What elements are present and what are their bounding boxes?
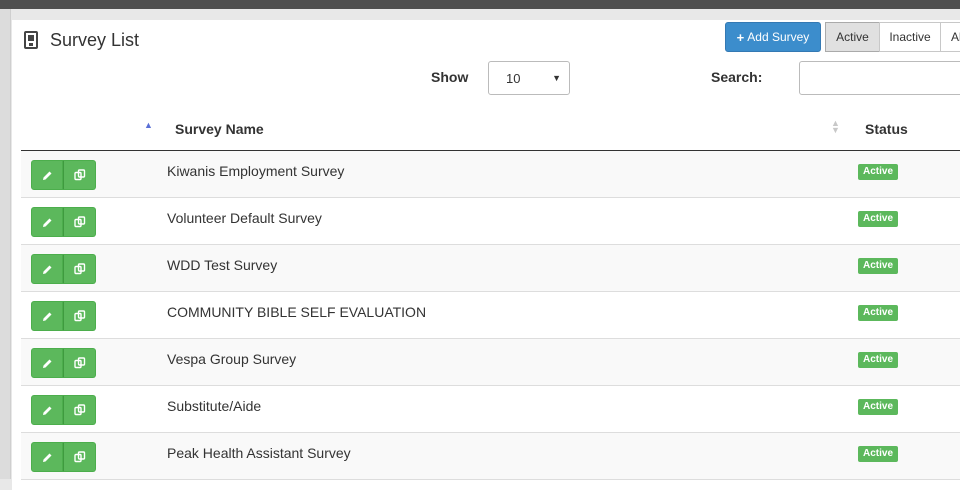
sort-both-icon[interactable]: ▲ ▼ xyxy=(831,118,840,135)
column-header-status[interactable]: Status xyxy=(865,121,908,137)
sort-asc-icon[interactable]: ▲ xyxy=(144,120,153,130)
copy-icon xyxy=(73,357,85,369)
plus-icon: + xyxy=(736,29,745,45)
copy-icon xyxy=(73,169,85,181)
search-label: Search: xyxy=(711,69,763,85)
status-badge: Active xyxy=(858,305,899,321)
pencil-icon xyxy=(42,265,51,274)
add-survey-label: Add Survey xyxy=(747,30,810,44)
status-badge: Active xyxy=(858,258,899,274)
pencil-icon xyxy=(42,406,51,415)
table-row: Peak Health Assistant Survey Active xyxy=(21,433,960,480)
filter-all-button[interactable]: All xyxy=(940,22,960,52)
page-size-select[interactable]: 10 ▼ xyxy=(488,61,570,95)
status-badge: Active xyxy=(858,446,899,462)
filter-inactive-button[interactable]: Inactive xyxy=(879,22,941,52)
row-actions xyxy=(31,207,96,237)
survey-name: COMMUNITY BIBLE SELF EVALUATION xyxy=(167,304,427,320)
status-badge: Active xyxy=(858,352,899,368)
copy-button[interactable] xyxy=(63,254,96,284)
survey-name: Peak Health Assistant Survey xyxy=(167,445,351,461)
survey-document-icon xyxy=(24,30,42,51)
page-size-value: 10 xyxy=(506,70,521,86)
edit-button[interactable] xyxy=(31,442,63,472)
survey-name: Vespa Group Survey xyxy=(167,351,297,367)
table-row: COMMUNITY BIBLE SELF EVALUATION Active xyxy=(21,292,960,339)
row-actions xyxy=(31,254,96,284)
window-top-bar xyxy=(0,0,960,9)
copy-button[interactable] xyxy=(63,207,96,237)
page-title: Survey List xyxy=(50,30,140,50)
table-row: Vespa Group Survey Active xyxy=(21,339,960,386)
pencil-icon xyxy=(42,171,51,180)
copy-button[interactable] xyxy=(63,160,96,190)
edit-button[interactable] xyxy=(31,207,63,237)
survey-list-panel: Survey List + Add Survey Active Inactive… xyxy=(12,20,960,490)
filter-active-button[interactable]: Active xyxy=(825,22,880,52)
survey-name: Volunteer Default Survey xyxy=(167,210,322,226)
table-row: Volunteer Default Survey Active xyxy=(21,198,960,245)
pencil-icon xyxy=(42,218,51,227)
show-label: Show xyxy=(431,69,469,85)
row-actions xyxy=(31,160,96,190)
copy-icon xyxy=(73,310,85,322)
copy-icon xyxy=(73,263,85,275)
copy-button[interactable] xyxy=(63,442,96,472)
copy-button[interactable] xyxy=(63,395,96,425)
row-actions xyxy=(31,442,96,472)
status-badge: Active xyxy=(858,211,899,227)
edit-button[interactable] xyxy=(31,395,63,425)
row-actions xyxy=(31,348,96,378)
table-row: Substitute/Aide Active xyxy=(21,386,960,433)
status-badge: Active xyxy=(858,164,899,180)
copy-icon xyxy=(73,451,85,463)
copy-icon xyxy=(73,216,85,228)
edit-button[interactable] xyxy=(31,254,63,284)
survey-name: Substitute/Aide xyxy=(167,398,262,414)
table-row: Kiwanis Employment Survey Active xyxy=(21,151,960,198)
pencil-icon xyxy=(42,453,51,462)
row-actions xyxy=(31,301,96,331)
column-header-survey-name[interactable]: Survey Name xyxy=(175,121,264,137)
survey-name: Kiwanis Employment Survey xyxy=(167,163,345,179)
table-row: WDD Test Survey Active xyxy=(21,245,960,292)
pencil-icon xyxy=(42,359,51,368)
page-header: Survey List xyxy=(24,30,139,51)
survey-table-body: Kiwanis Employment Survey Active Volunte… xyxy=(21,151,960,480)
edit-button[interactable] xyxy=(31,160,63,190)
copy-button[interactable] xyxy=(63,348,96,378)
status-badge: Active xyxy=(858,399,899,415)
copy-icon xyxy=(73,404,85,416)
pencil-icon xyxy=(42,312,51,321)
left-edge xyxy=(0,9,11,479)
copy-button[interactable] xyxy=(63,301,96,331)
add-survey-button[interactable]: + Add Survey xyxy=(725,22,821,52)
table-header: ▲ Survey Name ▲ ▼ Status xyxy=(21,110,960,152)
edit-button[interactable] xyxy=(31,348,63,378)
edit-button[interactable] xyxy=(31,301,63,331)
caret-down-icon: ▼ xyxy=(552,73,561,83)
survey-name: WDD Test Survey xyxy=(167,257,278,273)
search-input[interactable] xyxy=(799,61,960,95)
row-actions xyxy=(31,395,96,425)
